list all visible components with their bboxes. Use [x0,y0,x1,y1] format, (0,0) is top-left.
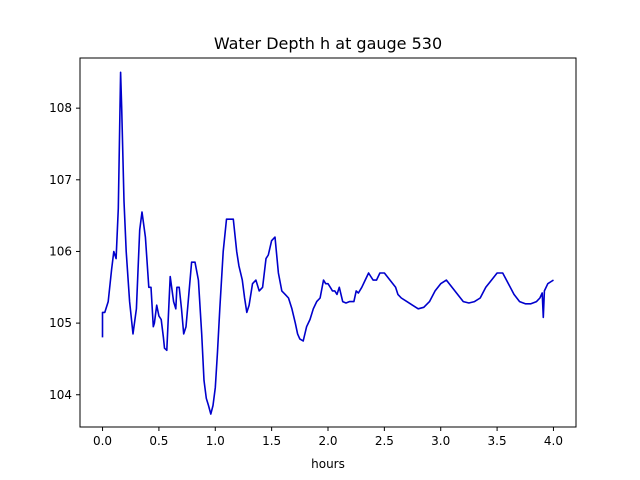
plot-frame [79,57,577,428]
y-tick-label: 107 [49,173,72,187]
plot-area [101,71,554,415]
x-tick-label: 3.0 [431,434,450,448]
x-tick-label: 1.5 [262,434,281,448]
series-line-0 [101,71,554,415]
x-tick-label: 0.0 [93,434,112,448]
x-tick-label: 2.5 [375,434,394,448]
x-tick-label: 1.0 [206,434,225,448]
x-axis: 0.0 0.5 1.0 1.5 2.0 2.5 3.0 3.5 4.0 [93,427,563,448]
y-tick-label: 104 [49,388,72,402]
y-axis: 104 105 106 107 108 [49,101,80,402]
x-tick-label: 4.0 [544,434,563,448]
x-tick-label: 3.5 [488,434,507,448]
chart-title: Water Depth h at gauge 530 [214,34,442,53]
x-tick-label: 0.5 [149,434,168,448]
y-tick-label: 108 [49,101,72,115]
y-tick-label: 106 [49,244,72,258]
x-axis-label: hours [311,457,345,471]
x-tick-label: 2.0 [318,434,337,448]
y-tick-label: 105 [49,316,72,330]
